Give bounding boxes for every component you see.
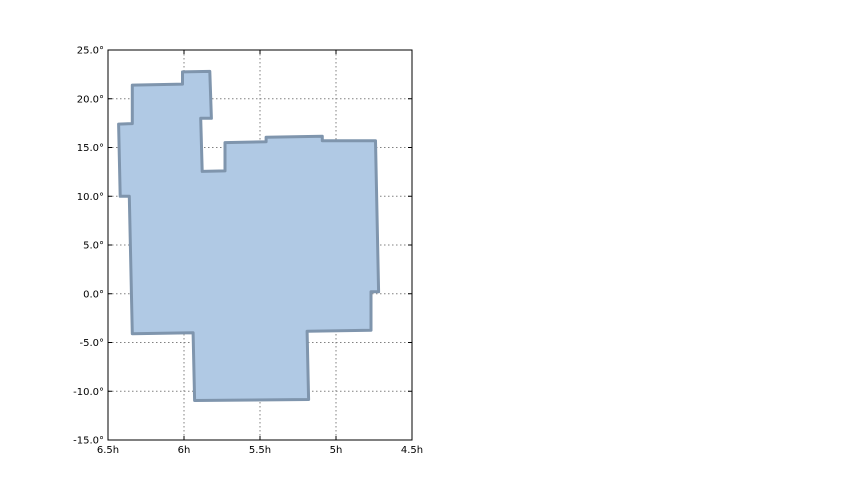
y-tick-label: -5.0° [79,338,104,349]
x-tick-label: 4.5h [401,445,423,456]
y-tick-label: 0.0° [83,289,104,300]
x-tick-label: 6.5h [97,445,119,456]
y-tick-label: -15.0° [73,436,104,447]
sky-region-polygon [117,69,381,402]
x-tick-label: 6h [178,445,191,456]
y-tick-label: 20.0° [77,94,104,105]
x-axis-tick-labels: 6.5h 6h 5.5h 5h 4.5h [97,445,423,456]
y-tick-label: -10.0° [73,387,104,398]
y-tick-label: 10.0° [77,192,104,203]
y-axis-tick-labels: 25.0° 20.0° 15.0° 10.0° 5.0° 0.0° -5.0° -10.0° -… [73,46,104,447]
axis-ticks [107,49,413,441]
y-tick-label: 5.0° [83,241,104,252]
x-tick-label: 5h [330,445,343,456]
y-tick-label: 25.0° [77,46,104,57]
x-tick-label: 5.5h [249,445,271,456]
y-tick-label: 15.0° [77,143,104,154]
